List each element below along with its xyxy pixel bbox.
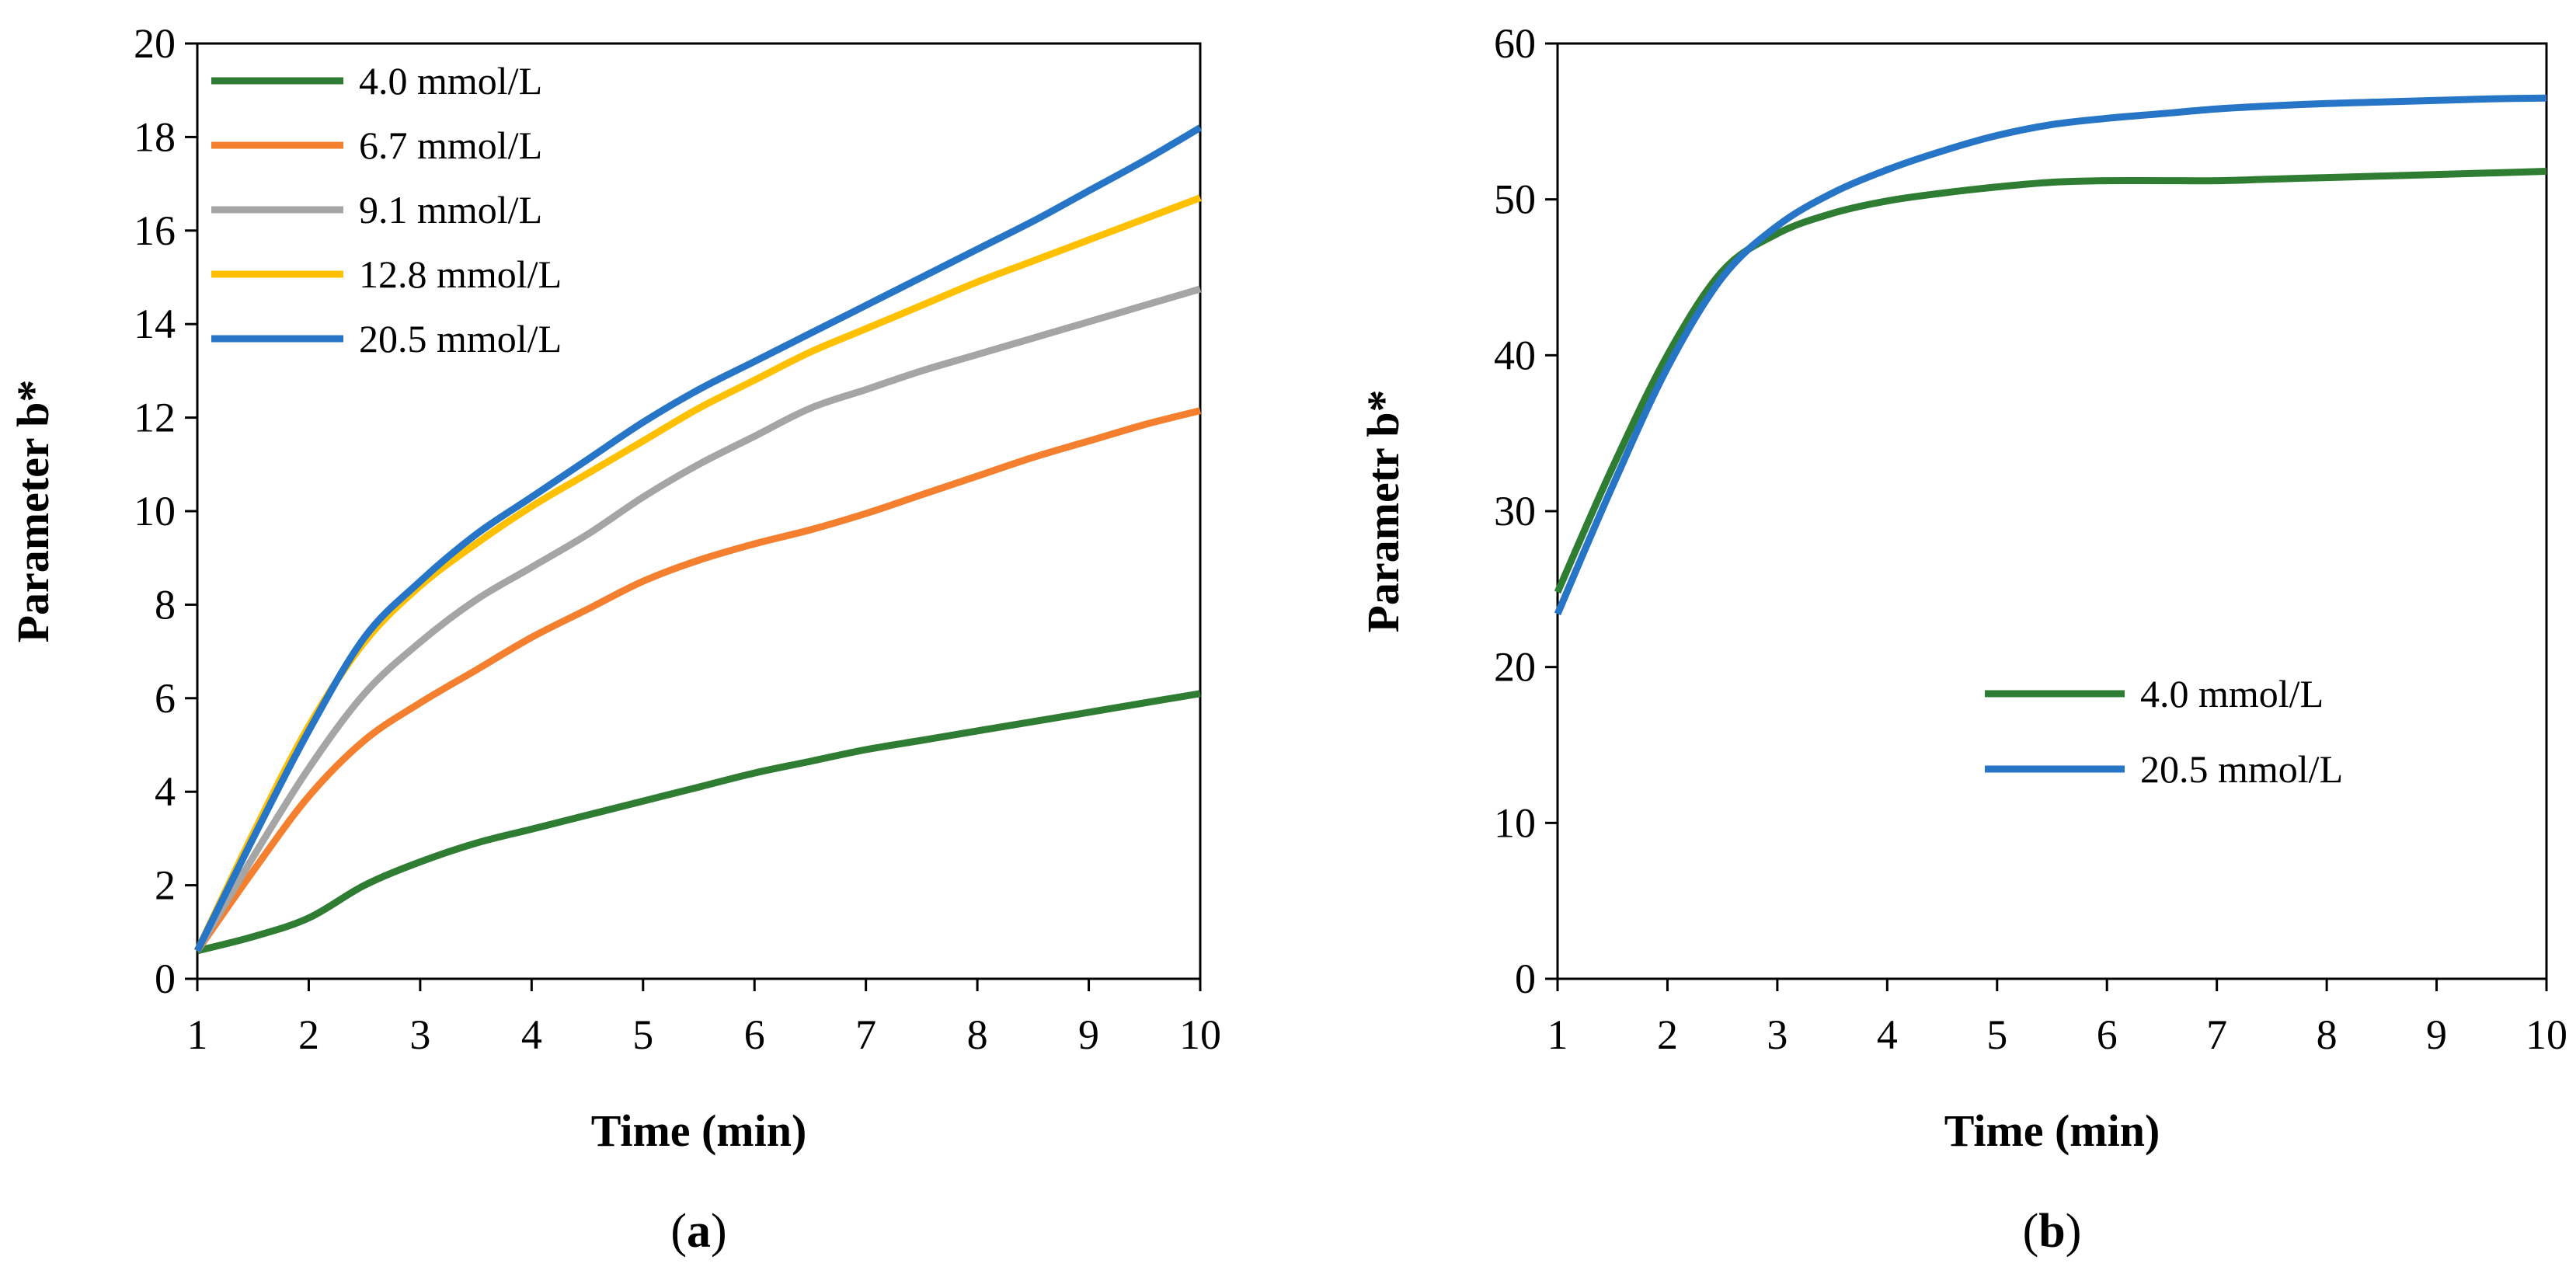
y-axis-title: Parametr b* [1358,390,1408,633]
y-tick-label: 40 [1494,332,1536,378]
x-tick-label: 10 [1179,1011,1221,1058]
x-tick-label: 2 [298,1011,319,1058]
series-line-2 [1554,94,2547,616]
y-tick-label: 2 [155,862,176,909]
x-tick-label: 5 [1986,1011,2007,1058]
x-tick-label: 4 [521,1011,542,1058]
y-tick-label: 10 [134,488,176,534]
y-tick-label: 8 [155,581,176,628]
series-line-1 [1554,168,2547,594]
y-tick-label: 10 [1494,799,1536,846]
x-tick-label: 1 [1547,1011,1568,1058]
y-tick-label: 50 [1494,176,1536,223]
legend-label-4: 12.8 mmol/L [359,252,562,296]
panel-caption: (a) [670,1205,726,1258]
x-tick-label: 10 [2526,1011,2567,1058]
series-line-4 [193,194,1202,952]
legend: 4.0 mmol/L 20.5 mmol/L [1985,672,2343,791]
x-tick-label: 8 [967,1011,988,1058]
y-tick-label: 12 [134,395,176,441]
caption-close: ) [2066,1205,2082,1258]
y-tick-label: 16 [134,207,176,254]
x-tick-label: 3 [409,1011,430,1058]
y-tick-label: 20 [134,20,176,67]
legend-label-5: 20.5 mmol/L [359,317,562,360]
x-tick-label: 7 [2206,1011,2227,1058]
series-line-2 [194,407,1202,953]
x-axis-title: Time (min) [591,1105,807,1156]
legend-label-2: 20.5 mmol/L [2140,747,2343,791]
x-tick-label: 4 [1877,1011,1898,1058]
caption-letter: b [2038,1205,2065,1258]
y-tick-label: 14 [134,301,176,347]
y-tick-label: 20 [1494,644,1536,691]
caption-open: ( [2023,1205,2039,1258]
panel-caption: (b) [2023,1205,2082,1258]
legend: 4.0 mmol/L 6.7 mmol/L 9.1 mmol/L 12.8 mmol/… [211,59,562,360]
x-tick-label: 5 [632,1011,653,1058]
y-tick-label: 30 [1494,488,1536,534]
y-tick-label: 6 [155,675,176,722]
x-tick-label: 2 [1657,1011,1678,1058]
y-tick-label: 18 [134,113,176,160]
legend-label-3: 9.1 mmol/L [359,188,542,231]
y-tick-label: 0 [155,955,176,1002]
panel-b: 0 10 20 30 40 50 60 1 2 3 4 5 6 7 8 9 10 Time (min) Parame… [1358,20,2567,1258]
y-tick-label: 4 [155,768,176,815]
series-line-3 [194,285,1202,953]
x-tick-label: 9 [2426,1011,2447,1058]
x-tick-label: 6 [744,1011,765,1058]
x-tick-label: 8 [2317,1011,2338,1058]
series-line-1 [196,690,1201,955]
series-line-5 [193,124,1203,952]
legend-label-1: 4.0 mmol/L [359,59,542,103]
x-tick-label: 6 [2097,1011,2118,1058]
y-tick-label: 0 [1515,955,1536,1002]
caption-open: ( [670,1205,687,1258]
x-tick-label: 1 [187,1011,208,1058]
y-tick-label: 60 [1494,20,1536,67]
x-tick-label: 7 [855,1011,876,1058]
legend-label-2: 6.7 mmol/L [359,124,542,167]
x-axis-title: Time (min) [1944,1105,2160,1156]
caption-close: ) [711,1205,727,1258]
y-axis-title: Parameter b* [8,380,58,643]
x-tick-label: 9 [1078,1011,1099,1058]
legend-label-1: 4.0 mmol/L [2140,672,2324,715]
plot-frame [196,42,1202,980]
caption-letter: a [687,1205,711,1258]
x-tick-label: 3 [1767,1011,1788,1058]
